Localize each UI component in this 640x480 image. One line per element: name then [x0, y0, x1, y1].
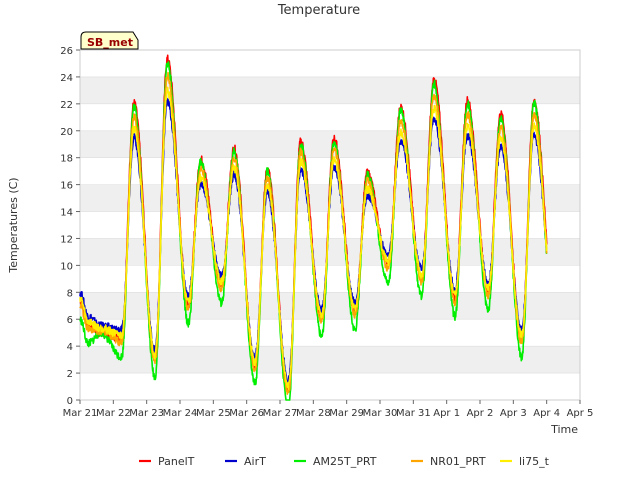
x-tick-label: Mar 28: [296, 408, 331, 419]
x-tick-label: Mar 25: [196, 408, 231, 419]
y-tick-label: 26: [60, 46, 73, 57]
y-tick-label: 10: [60, 261, 73, 272]
site-label-text: SB_met: [87, 36, 133, 49]
legend-label: AM25T_PRT: [313, 455, 377, 468]
x-tick-label: Apr 1: [433, 408, 460, 419]
x-tick-label: Apr 2: [467, 408, 494, 419]
x-tick-label: Mar 27: [263, 408, 298, 419]
series-line-li75_t: [79, 86, 548, 391]
grid-band: [80, 76, 580, 104]
grid-band: [80, 238, 580, 266]
y-tick-label: 14: [60, 208, 73, 219]
y-tick-label: 0: [67, 396, 73, 407]
x-tick-label: Mar 23: [129, 408, 164, 419]
y-tick-label: 20: [60, 127, 73, 138]
legend-label: li75_t: [519, 455, 550, 468]
legend-label: PanelT: [158, 455, 195, 468]
x-tick-label: Mar 24: [163, 408, 198, 419]
x-tick-label: Mar 26: [229, 408, 264, 419]
x-tick-label: Apr 4: [533, 408, 560, 419]
grid-band: [80, 346, 580, 374]
y-tick-label: 16: [60, 181, 73, 192]
legend-label: NR01_PRT: [430, 455, 486, 468]
x-tick-label: Mar 21: [63, 408, 98, 419]
x-tick-label: Apr 3: [500, 408, 527, 419]
legend: PanelT AirT AM25T_PRT NR01_PRT li75_t: [139, 455, 550, 468]
x-tick-label: Mar 22: [96, 408, 131, 419]
x-axis-label: Time: [550, 423, 578, 436]
site-label-tag: SB_met: [80, 31, 139, 50]
x-tick-label: Apr 5: [567, 408, 594, 419]
y-tick-label: 24: [60, 73, 73, 84]
chart-title: Temperature: [277, 3, 360, 18]
grid-band: [80, 292, 580, 320]
x-tick-label: Mar 29: [329, 408, 364, 419]
y-tick-label: 12: [60, 234, 73, 245]
series-lines: [79, 54, 548, 401]
y-tick-label: 22: [60, 100, 73, 111]
site-label-box: [80, 31, 139, 50]
legend-label: AirT: [244, 455, 266, 468]
y-axis-label: Temperatures (C): [7, 177, 20, 273]
y-tick-label: 2: [67, 369, 73, 380]
y-tick-label: 8: [67, 288, 73, 299]
y-tick-label: 4: [67, 342, 73, 353]
y-tick-label: 6: [67, 315, 73, 326]
plot-area-border: [79, 49, 581, 401]
x-tick-label: Mar 30: [363, 408, 398, 419]
x-tick-label: Mar 31: [396, 408, 431, 419]
y-tick-label: 18: [60, 154, 73, 165]
